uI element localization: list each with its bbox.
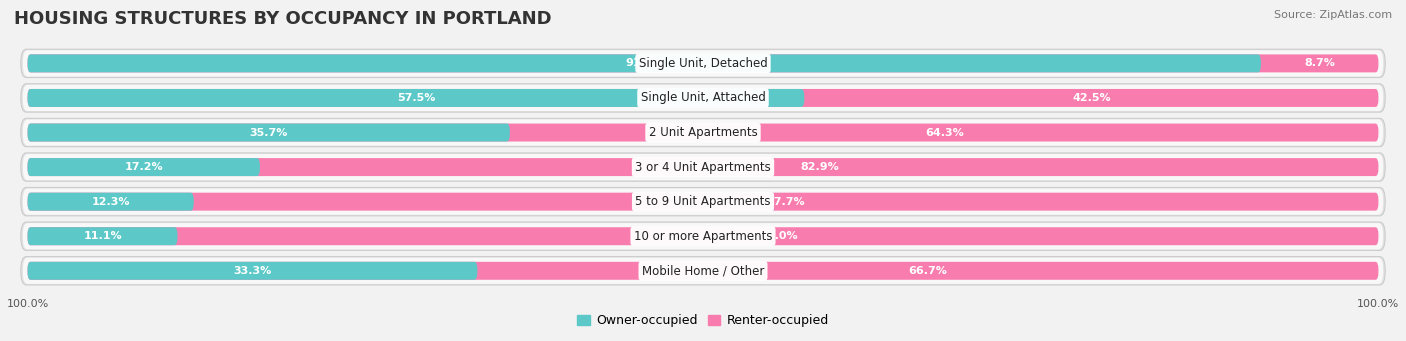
FancyBboxPatch shape xyxy=(21,153,1385,181)
FancyBboxPatch shape xyxy=(28,262,478,280)
FancyBboxPatch shape xyxy=(28,193,194,211)
Text: 64.3%: 64.3% xyxy=(925,128,963,137)
FancyBboxPatch shape xyxy=(21,118,1385,147)
Text: 10 or more Apartments: 10 or more Apartments xyxy=(634,230,772,243)
FancyBboxPatch shape xyxy=(28,123,510,142)
FancyBboxPatch shape xyxy=(22,223,1384,249)
FancyBboxPatch shape xyxy=(28,227,1378,245)
Text: 89.0%: 89.0% xyxy=(759,231,799,241)
Text: 33.3%: 33.3% xyxy=(233,266,271,276)
Text: 57.5%: 57.5% xyxy=(396,93,434,103)
Text: 82.9%: 82.9% xyxy=(800,162,839,172)
Text: Source: ZipAtlas.com: Source: ZipAtlas.com xyxy=(1274,10,1392,20)
FancyBboxPatch shape xyxy=(28,227,177,245)
Text: 66.7%: 66.7% xyxy=(908,266,948,276)
FancyBboxPatch shape xyxy=(28,193,1378,211)
Text: 35.7%: 35.7% xyxy=(249,128,288,137)
FancyBboxPatch shape xyxy=(21,84,1385,112)
FancyBboxPatch shape xyxy=(21,188,1385,216)
FancyBboxPatch shape xyxy=(21,257,1385,285)
FancyBboxPatch shape xyxy=(28,158,260,176)
FancyBboxPatch shape xyxy=(22,154,1384,180)
FancyBboxPatch shape xyxy=(28,123,1378,142)
FancyBboxPatch shape xyxy=(22,50,1384,76)
Text: 87.7%: 87.7% xyxy=(766,197,806,207)
Text: 12.3%: 12.3% xyxy=(91,197,129,207)
Text: 11.1%: 11.1% xyxy=(83,231,122,241)
FancyBboxPatch shape xyxy=(28,262,1378,280)
Text: Mobile Home / Other: Mobile Home / Other xyxy=(641,264,765,277)
Text: 8.7%: 8.7% xyxy=(1305,58,1336,69)
Text: Single Unit, Detached: Single Unit, Detached xyxy=(638,57,768,70)
FancyBboxPatch shape xyxy=(21,222,1385,250)
FancyBboxPatch shape xyxy=(22,258,1384,284)
Legend: Owner-occupied, Renter-occupied: Owner-occupied, Renter-occupied xyxy=(572,309,834,332)
Text: Single Unit, Attached: Single Unit, Attached xyxy=(641,91,765,104)
FancyBboxPatch shape xyxy=(22,85,1384,111)
Text: 91.3%: 91.3% xyxy=(624,58,664,69)
FancyBboxPatch shape xyxy=(21,49,1385,77)
Text: 5 to 9 Unit Apartments: 5 to 9 Unit Apartments xyxy=(636,195,770,208)
FancyBboxPatch shape xyxy=(22,119,1384,146)
Text: 42.5%: 42.5% xyxy=(1071,93,1111,103)
FancyBboxPatch shape xyxy=(28,158,1378,176)
Text: 3 or 4 Unit Apartments: 3 or 4 Unit Apartments xyxy=(636,161,770,174)
Text: 17.2%: 17.2% xyxy=(124,162,163,172)
FancyBboxPatch shape xyxy=(28,55,1378,72)
FancyBboxPatch shape xyxy=(28,55,1261,72)
FancyBboxPatch shape xyxy=(28,89,1378,107)
FancyBboxPatch shape xyxy=(28,89,804,107)
Text: HOUSING STRUCTURES BY OCCUPANCY IN PORTLAND: HOUSING STRUCTURES BY OCCUPANCY IN PORTL… xyxy=(14,10,551,28)
Text: 2 Unit Apartments: 2 Unit Apartments xyxy=(648,126,758,139)
FancyBboxPatch shape xyxy=(22,189,1384,215)
